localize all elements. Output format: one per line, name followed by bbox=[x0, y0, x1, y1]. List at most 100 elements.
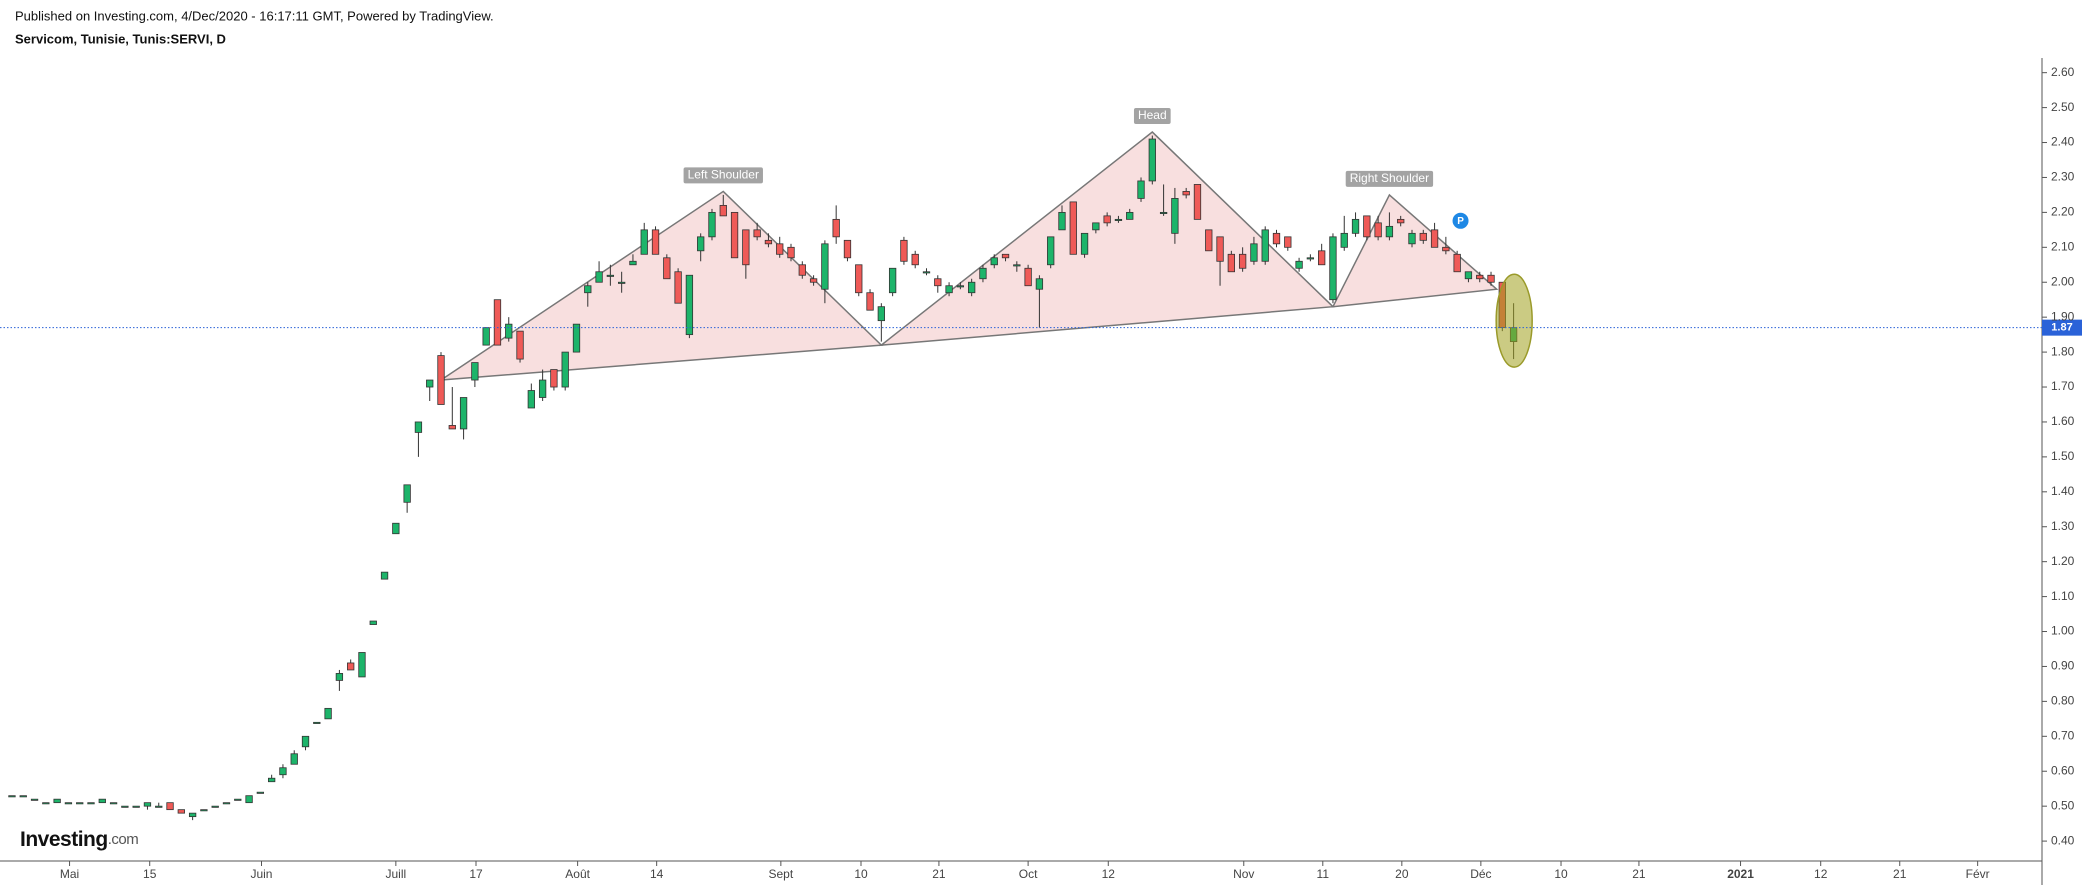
candle-body bbox=[1318, 250, 1326, 266]
marker-circle bbox=[1452, 212, 1469, 229]
candle-body bbox=[764, 239, 773, 245]
y-tick-label: 1.60 bbox=[2051, 414, 2075, 428]
candle-body bbox=[832, 218, 840, 238]
candle-body bbox=[234, 798, 242, 801]
candle-body bbox=[290, 753, 298, 765]
candle-body bbox=[358, 652, 366, 678]
x-tick-label: 10 bbox=[1554, 867, 1568, 881]
candle-body bbox=[934, 278, 942, 287]
candle-body bbox=[1385, 225, 1394, 238]
y-tick-label: 1.20 bbox=[2051, 554, 2075, 568]
y-tick-label: 2.50 bbox=[2051, 100, 2075, 114]
x-tick-label: 21 bbox=[1893, 867, 1907, 881]
candle-body bbox=[1295, 260, 1303, 269]
candle-body bbox=[1080, 232, 1089, 255]
candle-body bbox=[8, 795, 16, 798]
marker-label: P bbox=[1457, 216, 1464, 227]
logo-suffix: .com bbox=[108, 831, 139, 848]
candle-body bbox=[855, 264, 863, 294]
y-tick-label: 0.80 bbox=[2051, 694, 2075, 708]
candle-body bbox=[166, 802, 174, 811]
candle-body bbox=[121, 805, 129, 808]
x-tick-label: Juin bbox=[250, 867, 272, 881]
candle-body bbox=[279, 767, 287, 776]
pattern-label-box: Left Shoulder bbox=[683, 167, 763, 184]
candle-body bbox=[211, 805, 219, 808]
candle-body bbox=[618, 281, 626, 284]
candle-body bbox=[1464, 271, 1473, 280]
candle-body bbox=[1284, 236, 1292, 248]
candle-body bbox=[1001, 253, 1010, 259]
pattern-label-bg bbox=[683, 167, 763, 184]
candle-body bbox=[1397, 218, 1405, 224]
candle-body bbox=[1148, 138, 1156, 182]
candle-body bbox=[1058, 211, 1066, 231]
candle-body bbox=[245, 795, 253, 804]
candle-body bbox=[109, 802, 118, 805]
y-tick-label: 0.40 bbox=[2051, 833, 2075, 847]
candle-body bbox=[1272, 232, 1281, 245]
x-tick-label: Nov bbox=[1233, 867, 1254, 881]
candle-body bbox=[629, 260, 637, 266]
pattern-triangle bbox=[438, 190, 884, 382]
candle-body bbox=[459, 397, 468, 430]
candle-body bbox=[1103, 215, 1111, 224]
candle-body bbox=[1159, 211, 1168, 214]
x-tick-label: 17 bbox=[469, 867, 483, 881]
candle-body bbox=[606, 274, 615, 277]
candle-body bbox=[369, 620, 377, 625]
candle-body bbox=[1476, 274, 1484, 280]
x-tick-label: Oct bbox=[1019, 867, 1038, 881]
x-tick-label: Sept bbox=[769, 867, 794, 881]
x-tick-label: 12 bbox=[1102, 867, 1116, 881]
candle-body bbox=[155, 805, 163, 808]
candle-body bbox=[888, 267, 897, 294]
candle-body bbox=[663, 257, 671, 280]
candle-body bbox=[674, 271, 682, 304]
candle-body bbox=[482, 327, 490, 346]
x-tick-label: 21 bbox=[1632, 867, 1646, 881]
candle-body bbox=[945, 285, 953, 294]
candle-body bbox=[697, 236, 705, 252]
x-tick-label: Déc bbox=[1470, 867, 1491, 881]
y-tick-label: 2.00 bbox=[2051, 274, 2075, 288]
candle-body bbox=[313, 721, 321, 724]
candle-body bbox=[1227, 253, 1235, 273]
candle-body bbox=[505, 323, 513, 339]
candle-body bbox=[561, 351, 569, 388]
candle-body bbox=[30, 798, 39, 801]
candle-body bbox=[1193, 184, 1202, 220]
candle-body bbox=[347, 662, 355, 671]
candle-body bbox=[821, 243, 829, 290]
x-tick-label: Mai bbox=[60, 867, 79, 881]
logo-main: Investing bbox=[20, 828, 108, 851]
y-tick-label: 0.90 bbox=[2051, 659, 2075, 673]
candle-body bbox=[538, 379, 547, 398]
y-tick-label: 0.50 bbox=[2051, 798, 2075, 812]
candle-body bbox=[426, 379, 434, 388]
y-tick-label: 1.90 bbox=[2051, 309, 2075, 323]
x-tick-label: 12 bbox=[1814, 867, 1828, 881]
candle-body bbox=[1351, 218, 1360, 234]
pattern-label: Right Shoulder bbox=[1350, 171, 1429, 185]
pattern-label-bg bbox=[1133, 108, 1171, 125]
candle-body bbox=[572, 323, 581, 353]
candle-body bbox=[471, 362, 479, 381]
candle-body bbox=[1261, 229, 1269, 262]
candle-body bbox=[979, 267, 987, 280]
x-tick-label: 2021 bbox=[1727, 867, 1754, 881]
candle-body bbox=[787, 246, 795, 259]
x-tick-label: 11 bbox=[1317, 867, 1330, 881]
candle-body bbox=[685, 274, 694, 336]
candle-body bbox=[335, 673, 344, 681]
candle-body bbox=[595, 271, 603, 283]
candle-body bbox=[1205, 229, 1213, 252]
candle-body bbox=[1430, 229, 1439, 248]
candle-body bbox=[1013, 264, 1021, 267]
candle-body bbox=[267, 777, 276, 783]
candle-body bbox=[1114, 218, 1123, 221]
candle-body bbox=[1453, 253, 1461, 273]
candle-body bbox=[1047, 236, 1055, 266]
pattern-label: Left Shoulder bbox=[688, 168, 759, 182]
x-tick-label: 20 bbox=[1395, 867, 1409, 881]
